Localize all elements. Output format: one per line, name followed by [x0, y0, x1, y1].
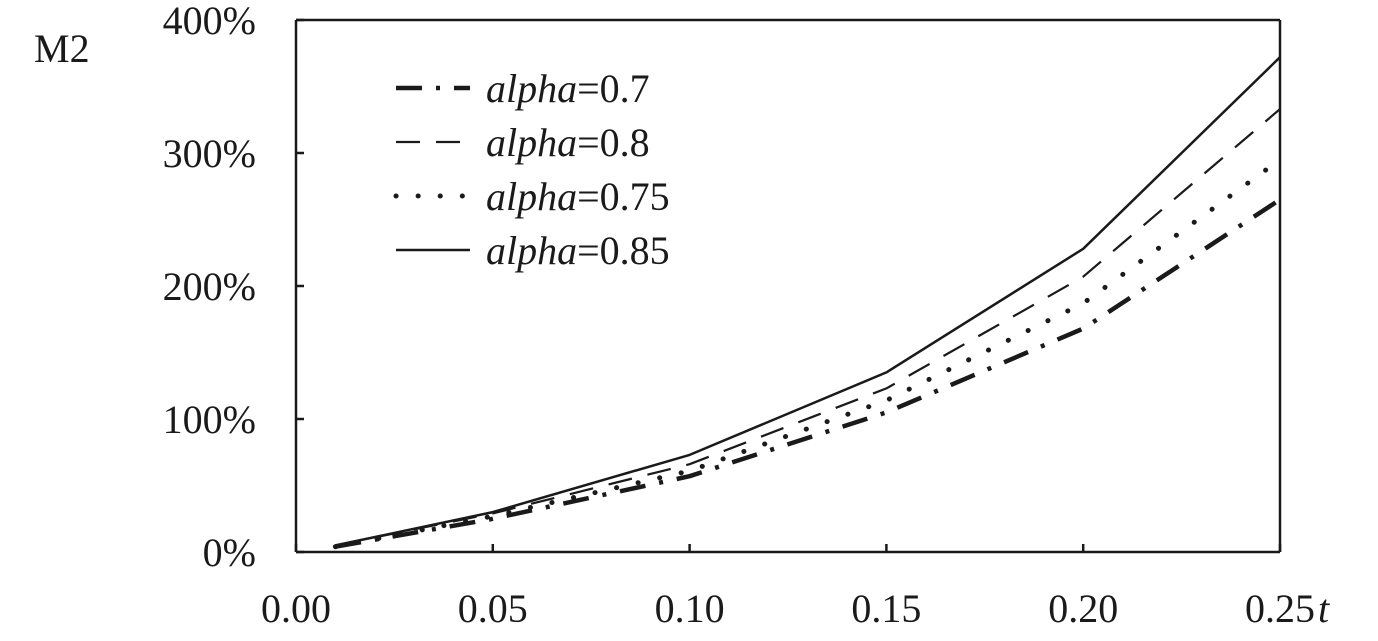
series-line-4 — [335, 56, 1281, 547]
legend-label-1: alpha=0.7 — [486, 66, 650, 111]
x-tick-label: 0.10 — [655, 586, 725, 631]
legend-label-3: alpha=0.75 — [486, 174, 670, 219]
y-tick-label: 200% — [163, 264, 256, 309]
x-tick-label: 0.15 — [851, 586, 921, 631]
y-axis-ticks: 0% 100% 200% 300% 400% — [163, 0, 304, 575]
y-tick-label: 0% — [203, 530, 256, 575]
series-line-3 — [332, 157, 1283, 550]
x-axis-ticks: 0.00 0.05 0.10 0.15 0.20 0.25 — [261, 544, 1315, 631]
series-lines — [332, 56, 1283, 550]
y-tick-label: 300% — [163, 131, 256, 176]
x-tick-label: 0.20 — [1048, 586, 1118, 631]
legend-label-4: alpha=0.85 — [486, 228, 670, 273]
legend: alpha=0.7 alpha=0.8 alpha=0.75 alpha=0.85 — [393, 66, 670, 273]
y-tick-label: 100% — [163, 397, 256, 442]
x-axis-title: t — [1318, 586, 1330, 631]
plot-frame — [294, 18, 1282, 554]
y-tick-label: 400% — [163, 0, 256, 43]
x-tick-label: 0.00 — [261, 586, 331, 631]
x-tick-label: 0.05 — [458, 586, 528, 631]
y-axis-title: M2 — [34, 26, 90, 71]
x-tick-label: 0.25 — [1245, 586, 1315, 631]
legend-label-2: alpha=0.8 — [486, 120, 650, 165]
